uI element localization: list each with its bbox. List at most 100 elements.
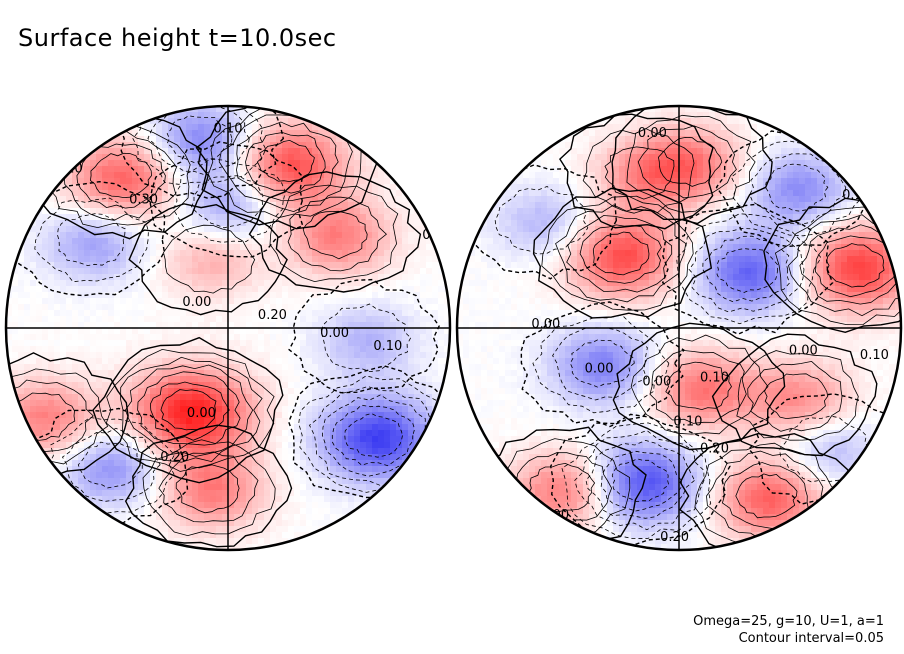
field-cell [126, 148, 133, 155]
field-cell [222, 280, 229, 287]
field-cell [54, 346, 61, 353]
field-cell [54, 394, 61, 401]
field-cell [30, 340, 37, 347]
field-cell [48, 346, 55, 353]
field-cell [264, 400, 271, 407]
field-cell [222, 478, 229, 485]
field-cell [180, 430, 187, 437]
field-cell [84, 460, 91, 467]
field-cell [727, 118, 734, 125]
field-cell [348, 166, 355, 173]
field-cell [366, 358, 373, 365]
field-cell [42, 316, 49, 323]
field-cell [420, 424, 427, 431]
field-cell [156, 256, 163, 263]
field-cell [685, 118, 692, 125]
field-cell [72, 442, 79, 449]
field-cell [366, 214, 373, 221]
field-cell [198, 250, 205, 257]
field-cell [336, 322, 343, 329]
field-cell [246, 154, 253, 161]
field-cell [108, 220, 115, 227]
field-cell [204, 406, 211, 413]
field-cell [366, 322, 373, 329]
field-cell [84, 304, 91, 311]
field-cell [150, 310, 157, 317]
field-cell [697, 112, 704, 119]
field-cell [264, 226, 271, 233]
field-cell [96, 448, 103, 455]
field-cell [258, 490, 265, 497]
field-cell [739, 160, 746, 167]
field-cell [583, 130, 590, 137]
field-cell [342, 220, 349, 227]
field-cell [174, 130, 181, 137]
field-cell [126, 238, 133, 245]
field-cell [354, 316, 361, 323]
field-cell [408, 202, 415, 209]
field-cell [390, 208, 397, 215]
field-cell [330, 502, 337, 509]
field-cell [216, 310, 223, 317]
field-cell [108, 520, 115, 527]
field-cell [234, 532, 241, 539]
field-cell [300, 220, 307, 227]
field-cell [426, 316, 433, 323]
field-cell [300, 322, 307, 329]
field-cell [595, 112, 602, 119]
field-cell [330, 292, 337, 299]
field-cell [324, 244, 331, 251]
field-cell [396, 430, 403, 437]
field-cell [378, 436, 385, 443]
field-cell [168, 262, 175, 269]
field-cell [402, 454, 409, 461]
field-cell [336, 142, 343, 149]
field-cell [318, 256, 325, 263]
field-cell [246, 484, 253, 491]
field-cell [168, 184, 175, 191]
field-cell [366, 400, 373, 407]
field-cell [408, 340, 415, 347]
field-cell [318, 220, 325, 227]
field-cell [372, 406, 379, 413]
field-cell [66, 424, 73, 431]
field-cell [48, 226, 55, 233]
field-cell [174, 484, 181, 491]
field-cell [162, 520, 169, 527]
field-cell [108, 496, 115, 503]
field-cell [168, 454, 175, 461]
field-cell [42, 418, 49, 425]
field-cell [246, 448, 253, 455]
field-cell [102, 466, 109, 473]
field-cell [240, 154, 247, 161]
field-cell [18, 394, 25, 401]
field-cell [282, 274, 289, 281]
field-cell [414, 316, 421, 323]
field-cell [42, 310, 49, 317]
field-cell [294, 508, 301, 515]
field-cell [180, 142, 187, 149]
field-cell [192, 232, 199, 239]
field-cell [156, 508, 163, 515]
field-cell [240, 364, 247, 371]
field-cell [36, 250, 43, 257]
field-cell [444, 334, 450, 341]
field-cell [336, 478, 343, 485]
field-cell [270, 478, 277, 485]
field-cell [234, 400, 241, 407]
field-cell [60, 400, 67, 407]
field-cell [6, 322, 13, 329]
field-cell [150, 238, 157, 245]
field-cell [180, 250, 187, 257]
field-cell [336, 448, 343, 455]
field-cell [601, 166, 608, 173]
field-cell [30, 388, 37, 395]
field-cell [66, 346, 73, 353]
field-cell [306, 436, 313, 443]
field-cell [228, 436, 235, 443]
field-cell [432, 274, 439, 281]
field-cell [529, 166, 536, 173]
field-cell [649, 142, 656, 149]
field-cell [192, 394, 199, 401]
contour-line [147, 106, 250, 175]
